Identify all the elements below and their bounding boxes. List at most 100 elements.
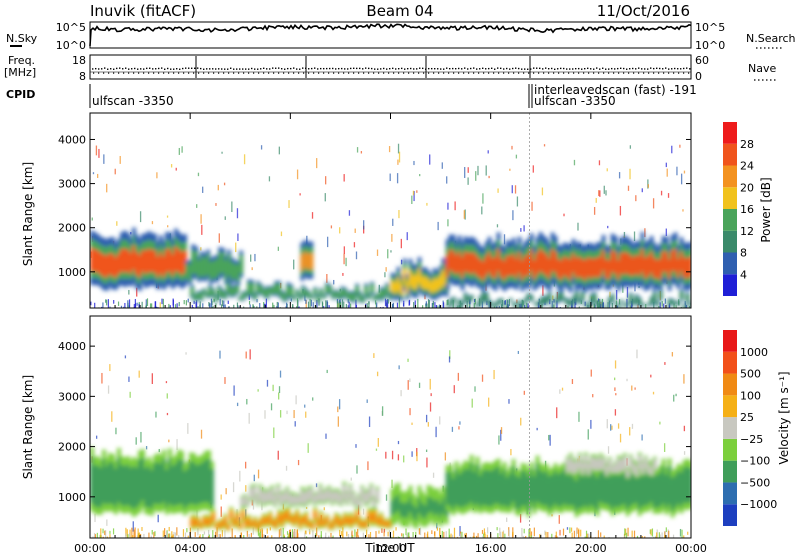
velocity-echo-cell: [643, 479, 648, 500]
power-speckle: [577, 222, 579, 231]
power-speckle: [475, 171, 477, 181]
power-ground-clutter: [498, 305, 500, 308]
velocity-colorbar-tick: 1000: [740, 346, 768, 359]
freq-point: [278, 67, 280, 69]
freq-point: [125, 67, 127, 69]
power-ground-clutter: [432, 300, 434, 305]
velocity-echo-cell: [487, 479, 492, 501]
velocity-echo-cell: [214, 525, 219, 528]
x-tick-label: 20:00: [575, 542, 607, 554]
velocity-ground-clutter: [168, 526, 170, 532]
velocity-speckle: [458, 426, 460, 430]
velocity-ground-clutter: [683, 535, 685, 538]
freq-point: [308, 68, 310, 70]
freq-point: [155, 68, 157, 70]
freq-point: [536, 67, 538, 69]
power-ground-clutter: [124, 306, 126, 308]
power-ground-clutter: [473, 302, 475, 308]
velocity-echo-cell: [354, 500, 359, 505]
power-colorbar-tick: 4: [740, 268, 747, 281]
velocity-speckle: [584, 536, 586, 538]
velocity-speckle: [626, 378, 628, 382]
velocity-ground-clutter: [150, 535, 152, 538]
power-colorbar-segment: [723, 143, 737, 166]
freq-point: [419, 67, 421, 69]
velocity-speckle: [232, 482, 235, 493]
freq-point: [587, 67, 589, 70]
velocity-ground-clutter: [332, 535, 334, 538]
velocity-echo-cell: [625, 482, 630, 504]
velocity-speckle: [520, 417, 522, 426]
velocity-echo-cell: [376, 519, 381, 524]
velocity-speckle: [675, 393, 677, 397]
power-echo-cell: [511, 253, 516, 275]
velocity-ground-clutter: [641, 535, 643, 538]
power-speckle: [598, 160, 601, 166]
power-echo-cell: [135, 252, 139, 275]
velocity-ground-clutter: [187, 535, 189, 538]
velocity-echo-cell: [601, 461, 606, 468]
velocity-y-tick-label: 3000: [58, 390, 86, 403]
power-echo-cell: [652, 295, 657, 301]
velocity-echo-cell: [475, 474, 480, 497]
velocity-speckle: [165, 381, 168, 384]
velocity-speckle: [305, 506, 308, 509]
velocity-speckle: [375, 448, 378, 451]
power-echo-cell: [183, 250, 187, 273]
freq-point: [128, 68, 130, 70]
nave-point: [183, 72, 185, 74]
velocity-echo-cell: [315, 495, 320, 501]
freq-point: [599, 68, 601, 70]
freq-point: [152, 68, 154, 70]
freq-point: [296, 68, 298, 70]
power-echo-cell: [568, 259, 573, 280]
velocity-echo-cell: [649, 475, 654, 496]
power-ground-clutter: [442, 302, 445, 308]
power-echo-cell: [649, 299, 654, 304]
power-echo-cell: [90, 247, 94, 271]
freq-point: [554, 68, 556, 70]
velocity-echo-cell: [583, 479, 588, 500]
freq-point: [497, 67, 499, 69]
nave-point: [528, 72, 530, 74]
velocity-ground-clutter: [234, 536, 236, 538]
velocity-ground-clutter: [280, 530, 282, 538]
nave-point: [128, 72, 130, 74]
freq-point: [548, 68, 550, 70]
freq-point: [245, 68, 247, 70]
power-echo-cell: [544, 298, 549, 303]
power-speckle: [159, 302, 161, 308]
power-speckle: [387, 249, 389, 259]
power-echo-cell: [171, 254, 175, 276]
velocity-speckle: [166, 393, 168, 399]
velocity-echo-cell: [339, 496, 344, 503]
velocity-echo-cell: [283, 513, 288, 520]
power-ground-clutter: [468, 306, 471, 308]
power-ground-clutter: [252, 304, 254, 308]
power-ground-clutter: [183, 299, 185, 305]
velocity-colorbar-tick: 100: [740, 389, 761, 402]
power-speckle: [175, 167, 177, 171]
velocity-echo-cell: [556, 481, 561, 501]
velocity-ground-clutter: [202, 534, 204, 538]
freq-point: [338, 67, 340, 70]
power-echo-cell: [532, 260, 537, 279]
velocity-speckle: [337, 416, 339, 427]
power-echo-cell: [553, 300, 558, 303]
power-speckle: [463, 210, 465, 219]
power-echo-cell: [499, 258, 504, 277]
velocity-ground-clutter: [258, 532, 260, 538]
velocity-ground-clutter: [355, 531, 358, 538]
power-speckle: [330, 225, 333, 229]
velocity-echo-cell: [393, 496, 398, 514]
velocity-echo-cell: [268, 515, 273, 523]
velocity-speckle: [326, 369, 328, 374]
velocity-echo-cell: [595, 461, 600, 469]
nave-point: [308, 72, 310, 74]
velocity-echo-blobs: [90, 447, 691, 532]
velocity-ground-clutter: [554, 535, 556, 538]
power-ground-clutter: [602, 303, 604, 308]
power-speckle: [488, 175, 490, 179]
nave-point: [603, 72, 605, 74]
power-speckle: [385, 267, 387, 272]
